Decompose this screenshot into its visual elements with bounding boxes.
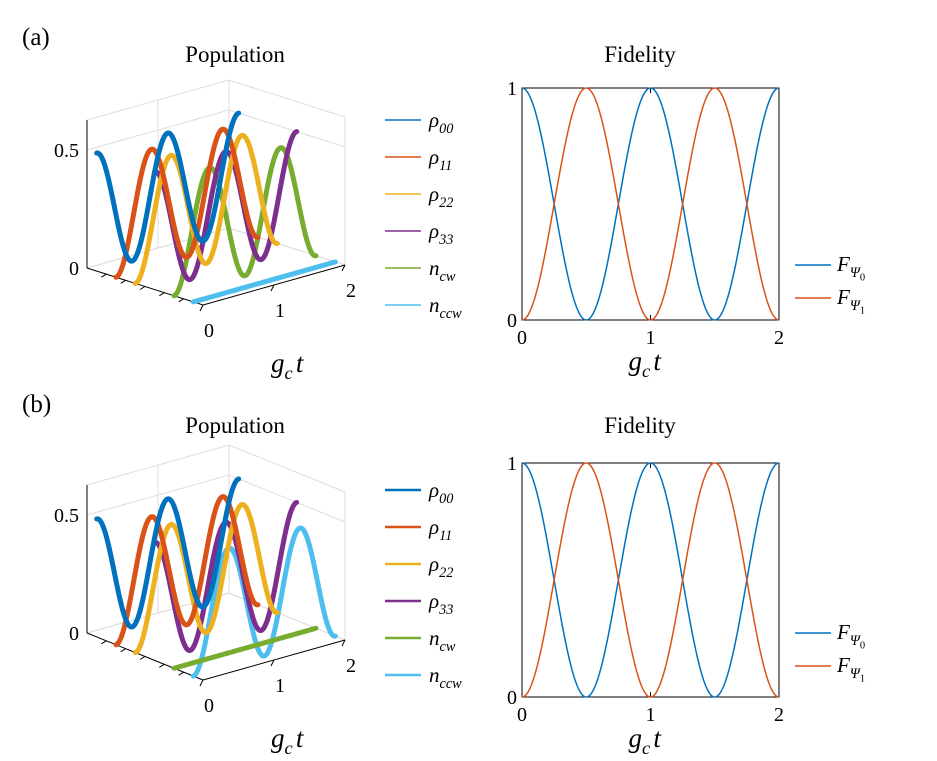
time-tick: [199, 679, 204, 687]
population-legend-label: ρ00: [428, 478, 453, 507]
panel-label: (a): [22, 24, 50, 51]
z-gridline: [86, 592, 346, 641]
depth-tick: [159, 292, 165, 297]
side-wall-grid: [228, 79, 346, 266]
population-series-rho22: [132, 502, 280, 656]
depth-tick: [178, 298, 184, 303]
x-tick-label: 0: [517, 327, 527, 349]
depth-tick: [159, 663, 165, 668]
fidelity-x-axis-label: gc t: [629, 723, 663, 758]
population-series-ncw: [171, 145, 319, 299]
population-legend-label: nccw: [429, 663, 462, 692]
population-series-rho11: [113, 126, 261, 280]
depth-tick: [139, 286, 146, 290]
population-legend-label: ncw: [429, 626, 456, 655]
fidelity-plot-frame: [521, 87, 780, 321]
z-tick-label: 0: [69, 258, 79, 280]
time-tick-label: 1: [275, 300, 285, 322]
fidelity-series-f-psi0: [521, 462, 780, 698]
time-tick-label: 1: [275, 675, 285, 697]
y-tick-label: 0: [507, 687, 517, 709]
population-legend-label: ρ22: [428, 182, 453, 211]
depth-tick: [120, 279, 126, 284]
time-tick: [341, 264, 346, 272]
y-tick-label: 1: [507, 453, 517, 475]
panel-label: (b): [22, 391, 51, 418]
time-tick-label: 0: [204, 320, 214, 342]
population-legend-label: nccw: [429, 293, 462, 322]
population-x-axis-label: gc t: [271, 348, 305, 383]
population-legend-label: ncw: [429, 256, 456, 285]
population-chart-0: 0 1 2 0 0.5 gc t ρ00 ρ11 ρ22 ρ33 ncw nccw: [54, 79, 462, 383]
population-legend-label: ρ33: [428, 589, 453, 618]
y-tick-label: 0: [507, 310, 517, 332]
fidelity-series-f-psi0: [521, 87, 780, 321]
fidelity-series-f-psi1: [521, 462, 780, 698]
fidelity-legend-label: FΨ1: [836, 653, 865, 685]
time-tick: [199, 304, 204, 312]
fidelity-title: Fidelity: [604, 413, 676, 438]
time-tick: [270, 659, 275, 667]
x-tick-label: 1: [646, 327, 656, 349]
population-series-rho00: [94, 110, 242, 264]
time-tick-label: 2: [346, 655, 356, 677]
fidelity-legend-label: FΨ0: [836, 620, 865, 652]
x-tick-label: 2: [774, 327, 784, 349]
population-legend-label: ρ00: [428, 108, 453, 137]
depth-tick: [178, 671, 184, 676]
time-tick: [341, 639, 346, 647]
population-series-ncw: [171, 625, 319, 671]
population-title: Population: [185, 413, 285, 438]
population-x-axis-label: gc t: [271, 723, 305, 758]
z-gridline: [86, 474, 346, 523]
population-series-rho22: [132, 132, 280, 286]
population-series-nccw: [190, 525, 338, 679]
population-legend-label: ρ33: [428, 219, 453, 248]
depth-tick: [139, 656, 146, 660]
population-series-rho11: [113, 494, 261, 648]
z-gridline: [86, 109, 346, 151]
z-tick-label: 0.5: [54, 140, 79, 162]
fidelity-series-f-psi1: [521, 87, 780, 321]
depth-tick: [101, 273, 107, 278]
depth-tick: [120, 648, 126, 653]
y-tick-label: 1: [507, 78, 517, 100]
time-tick-label: 0: [204, 695, 214, 717]
population-legend-label: ρ22: [428, 552, 453, 581]
fidelity-legend-label: FΨ0: [836, 252, 865, 284]
population-series-nccw: [190, 259, 338, 305]
depth-tick: [101, 640, 107, 645]
time-tick-label: 2: [346, 280, 356, 302]
x-tick-label: 0: [517, 704, 527, 726]
population-series-rho00: [94, 476, 242, 630]
z-tick-label: 0.5: [54, 505, 79, 527]
x-tick-label: 2: [774, 704, 784, 726]
fidelity-x-axis-label: gc t: [629, 346, 663, 381]
x-tick-label: 1: [646, 704, 656, 726]
population-legend-label: ρ11: [428, 515, 452, 544]
z-tick-label: 0: [69, 623, 79, 645]
population-title: Population: [185, 42, 285, 67]
fidelity-legend-label: FΨ1: [836, 285, 865, 317]
population-chart-1: 0 1 2 0 0.5 gc t ρ00 ρ11 ρ22 ρ33 ncw nccw: [54, 444, 462, 758]
time-tick: [270, 284, 275, 292]
population-legend-label: ρ11: [428, 145, 452, 174]
fidelity-plot-frame: [521, 462, 780, 698]
fidelity-title: Fidelity: [604, 42, 676, 67]
